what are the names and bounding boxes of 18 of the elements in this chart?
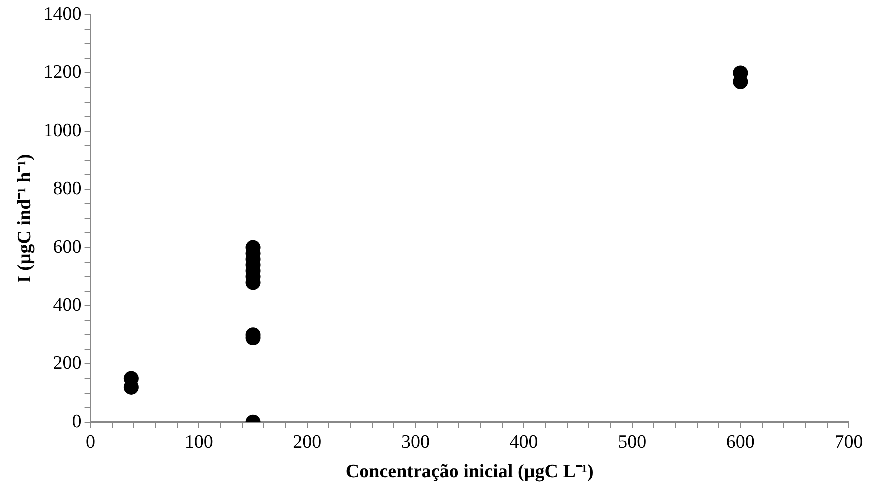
y-tick-label: 1400 bbox=[44, 4, 82, 25]
x-axis-title: Concentração inicial (µgC L⁻¹) bbox=[346, 462, 594, 483]
y-tick-label: 200 bbox=[53, 353, 82, 374]
x-tick-label: 100 bbox=[184, 432, 214, 453]
y-tick-label: 1200 bbox=[44, 62, 82, 84]
y-tick-label: 1000 bbox=[44, 120, 82, 142]
x-tick-label: 300 bbox=[401, 432, 430, 453]
x-tick-label: 700 bbox=[834, 432, 864, 453]
y-tick-label: 600 bbox=[53, 236, 82, 258]
x-tick-label: 200 bbox=[293, 432, 322, 453]
x-tick-label: 400 bbox=[510, 432, 538, 453]
x-tick-label: 500 bbox=[618, 432, 647, 453]
y-axis-title: I (µgC ind⁻¹ h⁻¹) bbox=[14, 154, 36, 284]
y-tick-label: 800 bbox=[53, 178, 82, 200]
y-tick-label: 0 bbox=[72, 411, 82, 432]
x-tick-label: 600 bbox=[726, 432, 755, 453]
x-tick-label: 0 bbox=[86, 432, 96, 453]
y-tick-label: 400 bbox=[53, 294, 82, 316]
